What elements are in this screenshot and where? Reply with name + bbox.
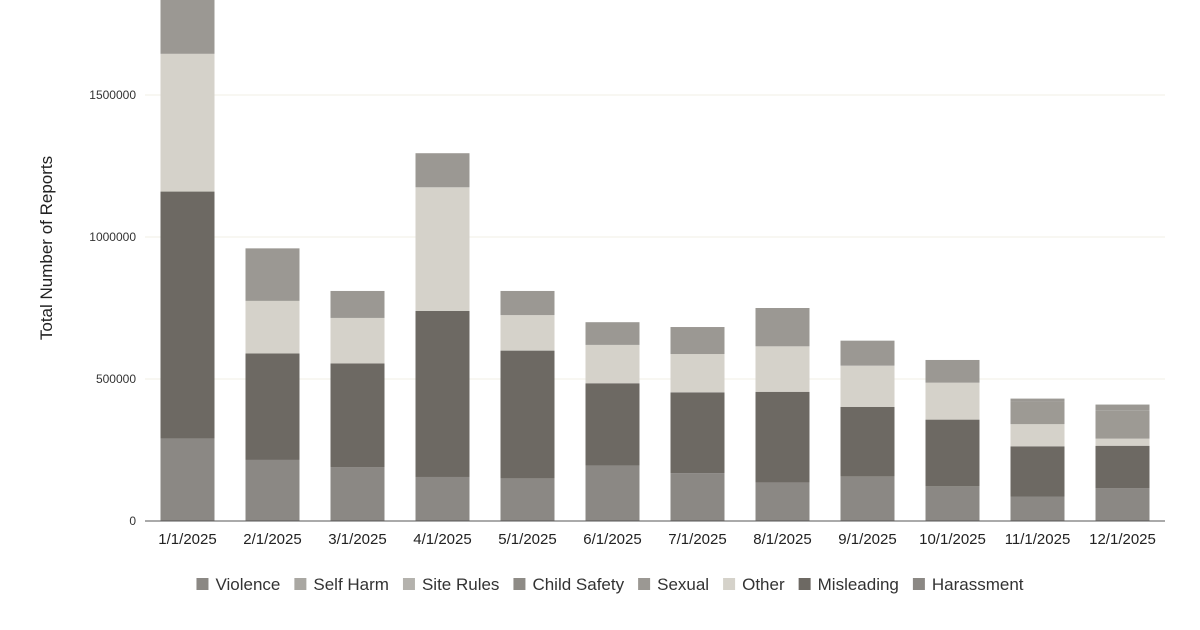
legend-item-misleading[interactable]: Misleading — [798, 575, 899, 594]
x-tick-label: 7/1/2025 — [668, 531, 726, 548]
legend-swatch — [513, 578, 526, 590]
x-tick-label: 8/1/2025 — [753, 531, 811, 548]
bar-segment-misleading — [1095, 410, 1150, 439]
bar-segment-misleading — [1010, 401, 1065, 425]
bar-segment-other — [1095, 438, 1150, 446]
bar-segment-other — [160, 53, 215, 192]
legend-swatch — [402, 578, 415, 590]
bars — [160, 0, 1150, 521]
bar-segment-harassment — [415, 153, 470, 188]
legend-swatch — [196, 578, 209, 590]
x-tick-label: 10/1/2025 — [919, 531, 986, 548]
bar-segment-other — [585, 344, 640, 384]
bar-segment-harassment — [1095, 404, 1150, 411]
bar-segment-sexual — [840, 406, 895, 477]
bar-segment-violence — [160, 438, 215, 521]
bar-segment-violence — [670, 473, 725, 521]
legend-label: Self Harm — [313, 575, 389, 594]
x-tick-label: 6/1/2025 — [583, 531, 641, 548]
y-tick-label: 1000000 — [89, 230, 136, 244]
bar-segment-other — [925, 382, 980, 420]
bar-segment-other — [840, 365, 895, 407]
bar-segment-other — [1010, 424, 1065, 447]
legend-label: Other — [742, 575, 785, 594]
bar-segment-sexual — [415, 310, 470, 477]
y-tick-label: 0 — [129, 514, 136, 528]
bar-segment-violence — [925, 486, 980, 521]
bar-segment-sexual — [670, 392, 725, 474]
y-tick-label: 500000 — [96, 372, 136, 386]
legend-item-harassment[interactable]: Harassment — [912, 575, 1024, 594]
bar-segment-sexual — [585, 383, 640, 466]
bar-segment-sexual — [925, 419, 980, 487]
x-tick-label: 1/1/2025 — [158, 531, 216, 548]
legend-swatch — [723, 578, 736, 590]
bar-segment-sexual — [1010, 446, 1065, 497]
legend-label: Misleading — [818, 575, 899, 594]
y-tick-labels: 0 500000 1000000 1500000 — [89, 88, 136, 528]
x-tick-label: 11/1/2025 — [1005, 531, 1071, 548]
legend-label: Harassment — [932, 575, 1024, 594]
x-tick-label: 12/1/2025 — [1089, 531, 1156, 548]
bar-segment-sexual — [330, 363, 385, 468]
bar-segment-harassment — [330, 290, 385, 318]
legend-label: Violence — [215, 575, 280, 594]
legend-item-sexual[interactable]: Sexual — [638, 575, 709, 594]
legend-label: Site Rules — [422, 575, 499, 594]
bar-segment-harassment — [500, 290, 555, 316]
x-tick-label: 5/1/2025 — [498, 531, 556, 548]
x-tick-label: 9/1/2025 — [838, 531, 896, 548]
gridlines — [145, 94, 1165, 380]
bar-segment-violence — [1095, 488, 1150, 521]
bar-segment-violence — [415, 476, 470, 521]
bar-segment-other — [755, 346, 810, 392]
bar-segment-harassment — [1010, 398, 1065, 402]
x-tick-label: 2/1/2025 — [243, 531, 301, 548]
bar-segment-sexual — [160, 191, 215, 439]
bar-segment-violence — [585, 465, 640, 521]
y-tick-label: 1500000 — [89, 88, 136, 102]
legend-swatch — [638, 578, 651, 590]
y-axis-title: Total Number of Reports — [37, 156, 56, 340]
x-tick-label: 3/1/2025 — [328, 531, 386, 548]
bar-segment-harassment — [160, 0, 215, 54]
bar-segment-harassment — [245, 248, 300, 301]
bar-segment-violence — [330, 467, 385, 521]
legend-swatch — [798, 578, 811, 590]
legend: Violence Self Harm Site Rules Child Safety S… — [196, 575, 1024, 594]
bar-segment-harassment — [670, 327, 725, 355]
bar-segment-harassment — [925, 359, 980, 383]
legend-item-other[interactable]: Other — [723, 575, 785, 594]
legend-item-self-harm[interactable]: Self Harm — [294, 575, 389, 594]
bar-segment-other — [245, 300, 300, 354]
x-tick-labels: 1/1/2025 2/1/2025 3/1/2025 4/1/2025 5/1/2025… — [158, 531, 1156, 548]
legend-label: Child Safety — [532, 575, 624, 594]
legend-item-site-rules[interactable]: Site Rules — [402, 575, 499, 594]
bar-segment-sexual — [500, 350, 555, 479]
bar-segment-other — [500, 315, 555, 351]
bar-segment-other — [415, 187, 470, 311]
bar-segment-harassment — [755, 308, 810, 347]
bar-segment-violence — [755, 482, 810, 521]
legend-item-child-safety[interactable]: Child Safety — [513, 575, 625, 594]
bar-segment-violence — [840, 476, 895, 521]
bar-segment-other — [670, 354, 725, 393]
legend-label: Sexual — [657, 575, 709, 594]
legend-item-violence[interactable]: Violence — [196, 575, 280, 594]
legend-swatch — [912, 578, 925, 590]
bar-segment-harassment — [840, 340, 895, 366]
bar-segment-violence — [245, 459, 300, 521]
legend-swatch — [294, 578, 307, 590]
bar-segment-sexual — [755, 391, 810, 483]
bar-segment-violence — [1010, 496, 1065, 521]
bar-segment-sexual — [245, 353, 300, 460]
bar-segment-harassment — [585, 322, 640, 345]
bar-segment-sexual — [1095, 445, 1150, 489]
x-tick-label: 4/1/2025 — [413, 531, 471, 548]
bar-segment-violence — [500, 478, 555, 521]
bar-segment-other — [330, 317, 385, 364]
